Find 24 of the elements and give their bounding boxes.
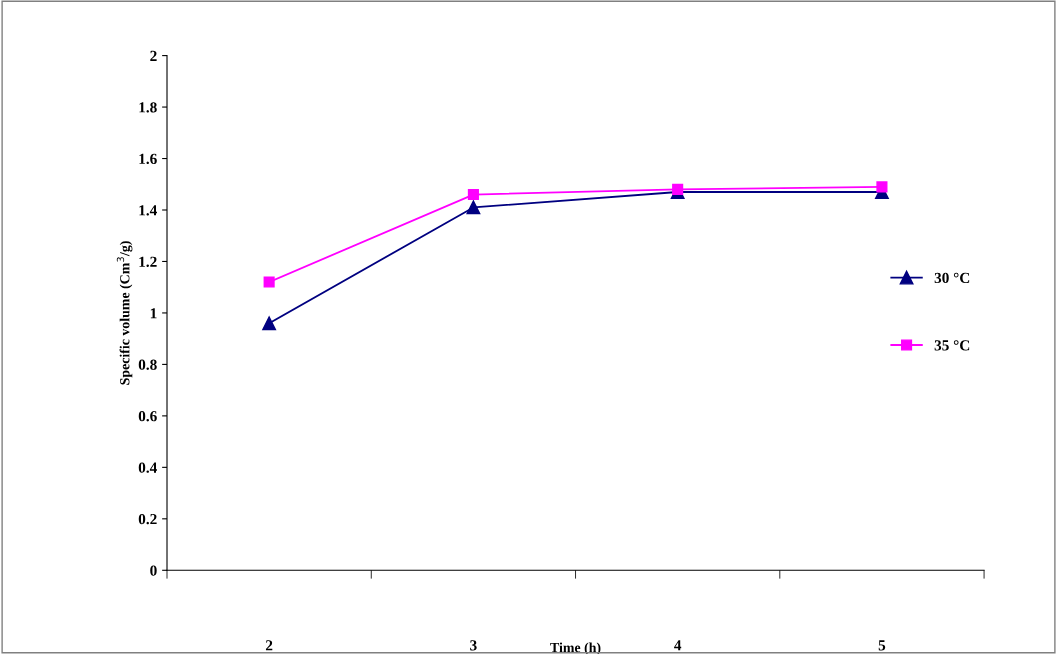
x-tick-label: 4 [674,640,682,651]
y-tick-label: 0.8 [138,359,157,370]
x-tick-label: 3 [470,640,477,651]
point [467,189,479,201]
y-tick-label: 1.8 [139,102,157,113]
y-tick-label: 0 [150,565,157,576]
x-tick-label: 2 [265,640,273,651]
legend-label: 30 °C [934,272,970,284]
y-tick-label: 0.2 [138,513,157,525]
y-tick-label: 0.6 [138,411,157,422]
y-axis-title: Specific volume (Cm$^{3}$/g) [116,241,133,385]
y-tick-label: 1.4 [139,205,157,216]
x-tick-label: 5 [878,640,886,651]
point [262,316,277,331]
point [466,200,481,215]
point [876,181,888,193]
point [672,183,684,195]
y-tick-label: 2 [150,50,157,61]
y-tick-label: 0.4 [138,462,157,473]
point [263,276,275,288]
y-tick-label: 1 [150,308,157,319]
y-tick-label: 1.6 [139,153,157,165]
y-tick-label: 1.2 [139,256,157,267]
legend-label: 35 °C [934,340,970,351]
